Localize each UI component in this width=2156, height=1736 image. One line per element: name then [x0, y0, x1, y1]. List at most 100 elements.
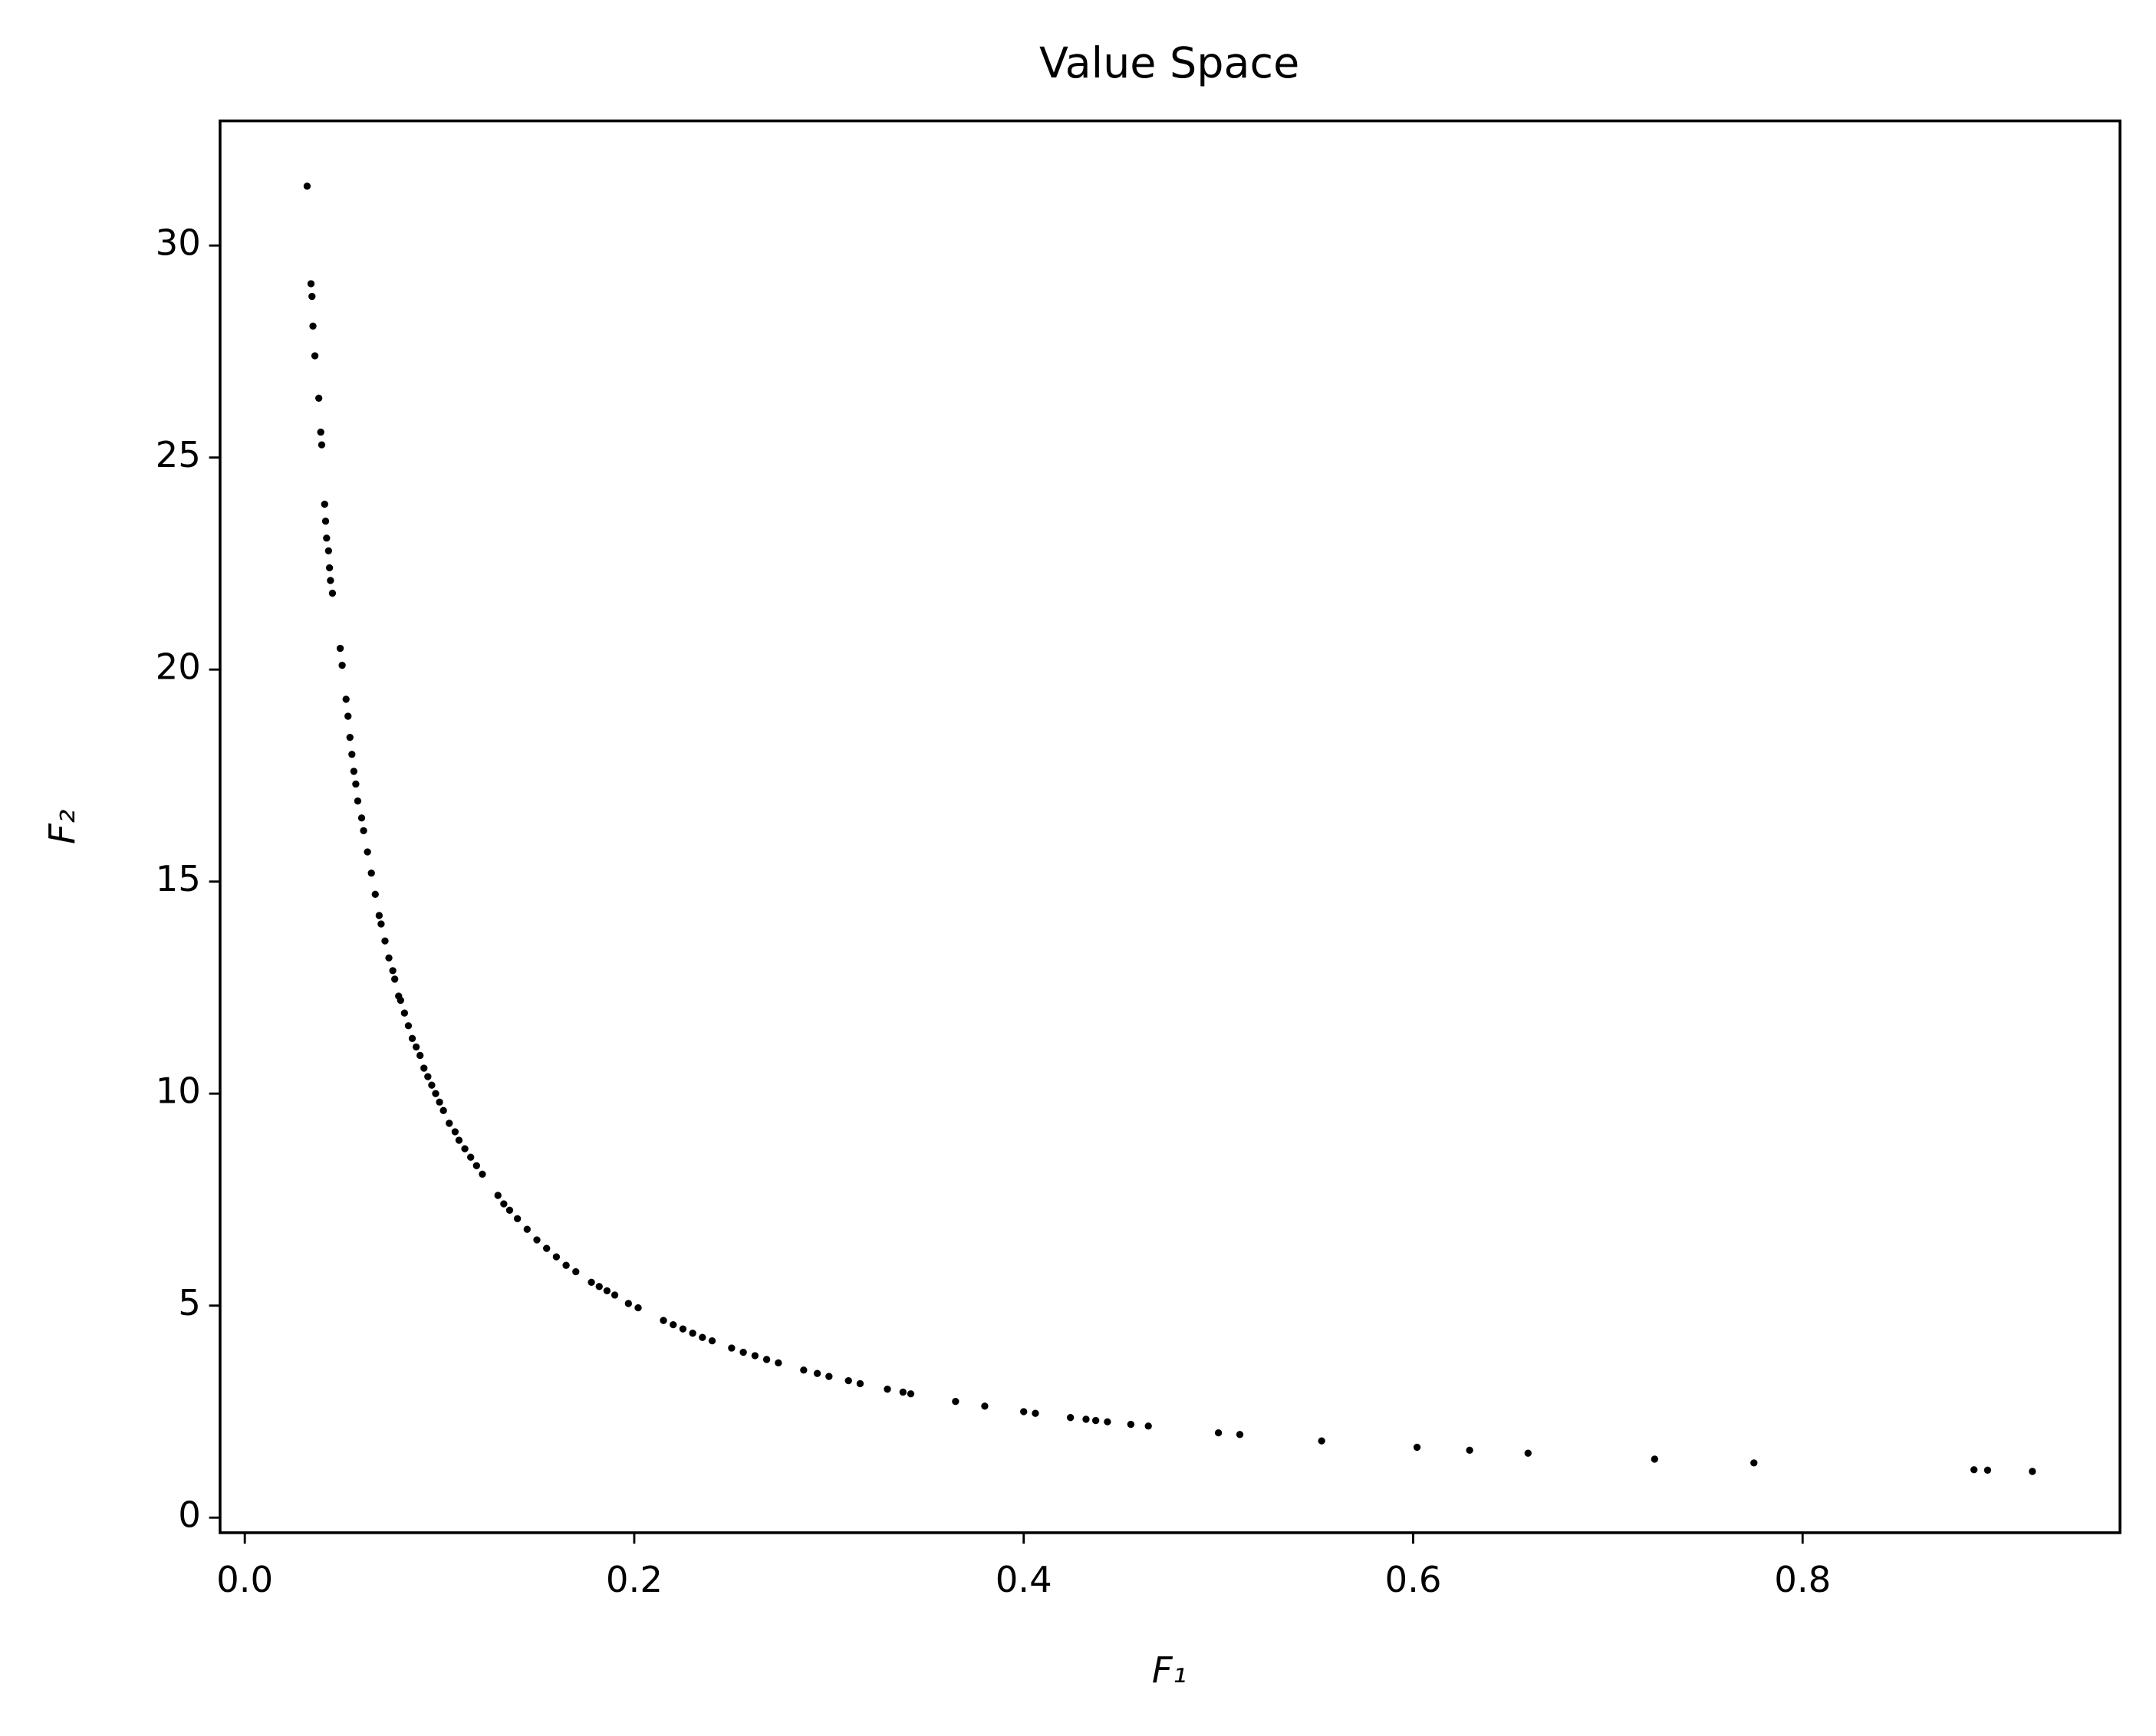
point — [389, 967, 397, 975]
point — [670, 1320, 677, 1329]
point — [436, 1098, 443, 1106]
point — [400, 1009, 409, 1017]
y-tick-label: 0 — [178, 1494, 201, 1536]
point — [800, 1366, 808, 1374]
point — [595, 1283, 603, 1290]
point — [354, 797, 362, 805]
point — [308, 292, 316, 301]
point — [412, 1043, 420, 1051]
point — [611, 1291, 619, 1299]
point — [699, 1333, 706, 1341]
point — [324, 547, 333, 555]
x-tick-label: 0.6 — [1384, 1559, 1441, 1600]
point — [562, 1261, 570, 1269]
point — [432, 1090, 439, 1097]
point — [303, 182, 311, 190]
point — [360, 827, 367, 835]
y-axis-label: F₂ — [41, 810, 83, 844]
point — [1144, 1422, 1152, 1430]
chart-title: Value Space — [1039, 38, 1299, 88]
point — [325, 564, 334, 572]
point — [307, 280, 315, 288]
point — [513, 1215, 522, 1223]
point — [856, 1379, 864, 1388]
point — [420, 1064, 428, 1072]
point — [404, 1022, 413, 1030]
point — [367, 869, 375, 877]
point — [309, 322, 317, 330]
point — [1104, 1418, 1111, 1425]
point — [338, 662, 346, 669]
point — [317, 428, 324, 436]
point — [624, 1300, 632, 1307]
point — [523, 1225, 531, 1233]
point — [1214, 1429, 1223, 1437]
point — [479, 1170, 486, 1178]
point — [884, 1386, 891, 1393]
point — [342, 695, 350, 703]
point — [813, 1369, 821, 1377]
point — [321, 500, 328, 508]
point — [603, 1287, 611, 1295]
point — [751, 1352, 759, 1360]
x-tick-label: 0.0 — [216, 1559, 273, 1600]
point — [907, 1390, 915, 1398]
point — [397, 996, 404, 1004]
point — [375, 912, 383, 919]
point — [588, 1278, 595, 1286]
point — [311, 352, 319, 360]
point — [2029, 1468, 2036, 1475]
point — [1750, 1459, 1758, 1467]
point — [377, 920, 385, 928]
point — [981, 1402, 989, 1410]
point — [371, 890, 379, 898]
point — [381, 937, 389, 945]
point — [1020, 1408, 1028, 1415]
point — [1236, 1431, 1244, 1438]
y-tick-label: 10 — [156, 1070, 201, 1112]
point — [1032, 1409, 1039, 1417]
point — [472, 1162, 480, 1169]
point — [1127, 1420, 1135, 1429]
point — [708, 1337, 716, 1345]
point — [634, 1304, 642, 1312]
point — [1318, 1437, 1325, 1445]
point — [1524, 1449, 1532, 1457]
point — [494, 1192, 502, 1199]
point — [467, 1153, 475, 1161]
point — [327, 577, 334, 584]
point — [689, 1330, 696, 1337]
point — [1983, 1466, 1992, 1474]
point — [318, 441, 326, 449]
point — [391, 975, 399, 983]
y-tick-label: 25 — [156, 434, 201, 475]
point — [328, 590, 337, 597]
point — [321, 518, 330, 525]
y-tick-label: 5 — [178, 1282, 201, 1323]
point — [572, 1267, 580, 1276]
point — [408, 1034, 416, 1042]
point — [552, 1253, 561, 1261]
point — [1651, 1455, 1658, 1463]
x-tick-label: 0.8 — [1774, 1559, 1831, 1600]
point — [357, 814, 366, 822]
y-tick-label: 30 — [156, 222, 201, 264]
point — [505, 1206, 514, 1214]
point — [844, 1376, 852, 1385]
point — [455, 1136, 463, 1144]
point — [439, 1106, 447, 1114]
point — [451, 1128, 459, 1136]
point — [775, 1359, 782, 1367]
point — [1091, 1416, 1100, 1425]
plot-frame — [219, 119, 2121, 1534]
x-tick-label: 0.2 — [606, 1559, 663, 1600]
point — [416, 1051, 424, 1060]
point — [952, 1398, 960, 1406]
point — [446, 1120, 453, 1127]
point — [660, 1317, 667, 1324]
point — [336, 644, 344, 653]
point — [728, 1344, 736, 1352]
point — [543, 1244, 551, 1252]
